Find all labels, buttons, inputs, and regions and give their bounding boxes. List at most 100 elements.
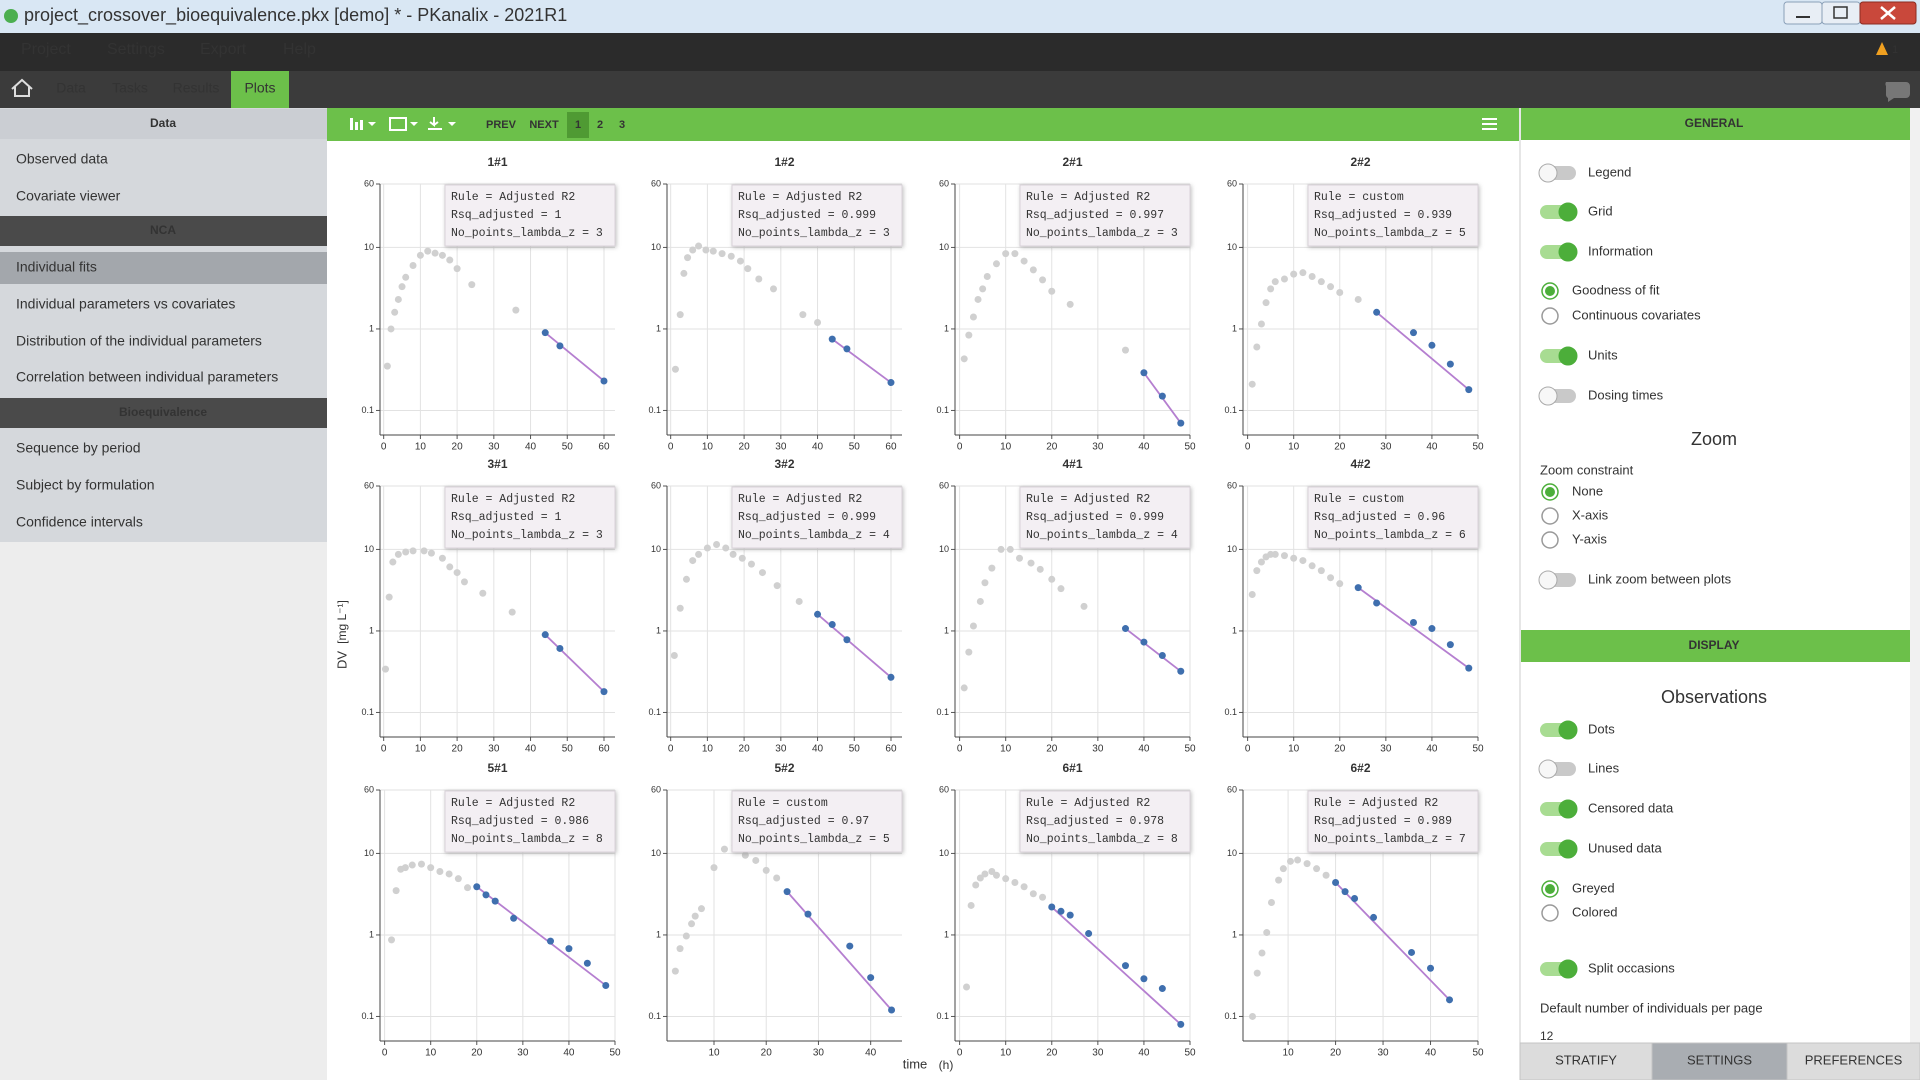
prev-button[interactable]: PREV — [486, 119, 517, 131]
chart-icon[interactable] — [360, 120, 363, 130]
observation-point — [752, 856, 760, 864]
lambda-z-point — [1351, 894, 1359, 902]
y-tick-label: 10 — [939, 848, 949, 858]
toggle-knob[interactable] — [1558, 839, 1578, 859]
menu-item[interactable]: Help — [283, 41, 316, 58]
sidebar-item[interactable]: Individual parameters vs covariates — [16, 296, 235, 312]
chart-icon[interactable] — [350, 118, 353, 130]
toggle-knob[interactable] — [1558, 242, 1578, 262]
toggle-knob[interactable] — [1538, 759, 1558, 779]
tab[interactable]: Tasks — [112, 80, 148, 96]
menu-item[interactable]: Settings — [107, 41, 165, 58]
tab[interactable]: Results — [173, 80, 220, 96]
y-tick-label: 60 — [939, 480, 949, 490]
observation-point — [1290, 270, 1298, 278]
page-number[interactable]: 1 — [575, 119, 581, 131]
x-tick-label: 10 — [1000, 442, 1012, 453]
dropdown-arrow — [410, 122, 418, 126]
observation-point — [1253, 343, 1261, 351]
radio-button[interactable] — [1541, 904, 1559, 922]
x-tick-label: 10 — [415, 744, 427, 755]
observation-point — [1280, 275, 1288, 283]
observation-point — [684, 254, 692, 262]
page-number[interactable]: 2 — [597, 119, 603, 131]
section-header-bg — [1521, 108, 1910, 140]
toggle-knob[interactable] — [1558, 959, 1578, 979]
observation-point — [1267, 899, 1275, 907]
toggle-knob[interactable] — [1558, 799, 1578, 819]
toggle-knob[interactable] — [1538, 570, 1558, 590]
observation-point — [1336, 580, 1344, 588]
info-line: Rule = custom — [1314, 191, 1404, 204]
layout-icon[interactable] — [389, 117, 407, 131]
x-tick-label: 50 — [1472, 744, 1484, 755]
y-tick-label: 1 — [944, 929, 949, 939]
toggle-knob[interactable] — [1558, 346, 1578, 366]
section-header[interactable]: NCA — [150, 223, 176, 237]
tab[interactable]: Plots — [244, 80, 275, 96]
sidebar-item[interactable]: Sequence by period — [16, 440, 141, 456]
page-number[interactable]: 3 — [619, 119, 625, 131]
info-line: No_points_lambda_z = 8 — [1026, 833, 1178, 846]
tab[interactable]: Data — [56, 80, 86, 96]
radio-button[interactable] — [1541, 507, 1559, 525]
y-tick-label: 1 — [1232, 323, 1237, 333]
observation-point — [1299, 557, 1307, 565]
x-tick-label: 50 — [1184, 744, 1196, 755]
toggle-knob[interactable] — [1558, 202, 1578, 222]
maximize-button[interactable] — [1821, 1, 1861, 25]
info-box — [731, 184, 903, 247]
observation-point — [960, 684, 968, 692]
lambda-z-point — [1177, 419, 1185, 427]
observation-point — [1248, 590, 1256, 598]
x-tick-label: 10 — [1283, 1048, 1295, 1059]
sidebar-item[interactable]: Correlation between individual parameter… — [16, 369, 278, 385]
sidebar-item[interactable]: Distribution of the individual parameter… — [16, 333, 262, 349]
section-header[interactable]: Data — [150, 116, 176, 130]
sidebar-empty — [0, 542, 327, 1080]
observation-point — [382, 665, 390, 673]
menu-item[interactable]: Export — [200, 41, 247, 58]
toggle-knob[interactable] — [1538, 163, 1558, 183]
menu-icon[interactable] — [1482, 118, 1497, 120]
sidebar-item[interactable]: Subject by formulation — [16, 477, 155, 493]
lambda-z-point — [1409, 618, 1417, 626]
section-header[interactable]: Bioequivalence — [119, 405, 207, 419]
next-button[interactable]: NEXT — [529, 119, 559, 131]
y-tick-label: 10 — [939, 544, 949, 554]
chat-icon[interactable] — [1885, 82, 1910, 102]
bottom-tab[interactable] — [1519, 1042, 1653, 1080]
bottom-tab[interactable] — [1786, 1042, 1920, 1080]
y-tick-label: 60 — [651, 784, 661, 794]
dropdown-arrow — [448, 122, 456, 126]
x-tick-label: 0 — [1245, 744, 1251, 755]
radio-button[interactable] — [1541, 307, 1559, 325]
home-icon[interactable] — [11, 78, 33, 97]
toggle-knob[interactable] — [1538, 386, 1558, 406]
sidebar-item[interactable]: Individual fits — [16, 259, 97, 275]
sidebar-item[interactable]: Covariate viewer — [16, 188, 121, 204]
warning-icon[interactable] — [1876, 42, 1888, 55]
menu-icon[interactable] — [1482, 123, 1497, 125]
number-input[interactable]: 12 — [1540, 1029, 1554, 1043]
plot-title: 2#2 — [1350, 155, 1370, 169]
lambda-z-point — [1446, 360, 1454, 368]
observation-point — [671, 365, 679, 373]
lambda-z-point — [491, 897, 499, 905]
observation-point — [722, 544, 730, 552]
radio-button[interactable] — [1541, 531, 1559, 549]
export-icon[interactable] — [428, 117, 442, 130]
observation-point — [1267, 285, 1275, 293]
toggle-knob[interactable] — [1558, 720, 1578, 740]
observation-point — [1308, 272, 1316, 280]
observation-point — [676, 945, 684, 953]
sidebar-item[interactable]: Observed data — [16, 151, 108, 167]
plot-panel: 3#1 0.1 1 10 60 0 10 20 30 40 50 60 Rule = Adjusted … — [361, 457, 616, 755]
menu-item[interactable]: Project — [21, 41, 71, 58]
x-tick-label: 10 — [1000, 1048, 1012, 1059]
lambda-z-fit — [544, 634, 605, 693]
minimize-button[interactable] — [1783, 1, 1823, 25]
chart-icon[interactable] — [355, 122, 358, 130]
sidebar-item[interactable]: Confidence intervals — [16, 514, 143, 530]
menu-icon[interactable] — [1482, 128, 1497, 130]
